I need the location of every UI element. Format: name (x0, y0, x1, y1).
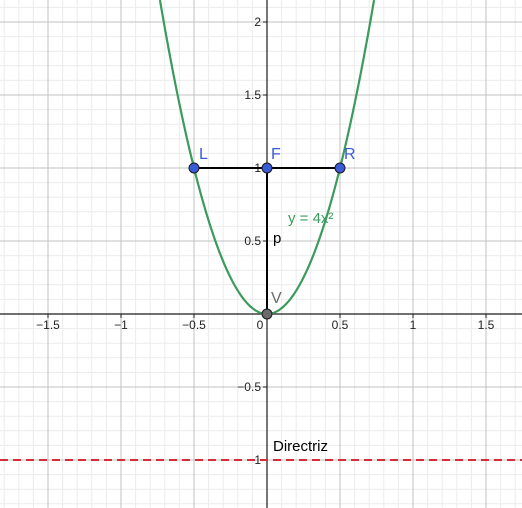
x-tick-label: 0 (257, 318, 264, 332)
x-tick-label: 0.5 (332, 318, 349, 332)
point-r (334, 162, 346, 174)
point-label-v: V (271, 290, 282, 307)
point-f (261, 162, 273, 174)
point-label-l: L (199, 146, 208, 163)
x-tick-label: −0.5 (182, 318, 206, 332)
point-v (261, 308, 273, 320)
y-tick-label: 0.5 (244, 234, 261, 248)
x-tick-label: −1 (114, 318, 128, 332)
y-tick-labels: −1−0.50.511.52 (237, 15, 267, 467)
x-tick-label: 1 (410, 318, 417, 332)
x-tick-label: 1.5 (478, 318, 495, 332)
directrix-label: Directriz (273, 438, 328, 455)
x-tick-labels: −1.5 −1 −0.5 0 0.5 1 1.5 (36, 314, 495, 332)
curve-label: y = 4x² (288, 210, 333, 227)
point-label-f: F (271, 146, 281, 163)
y-tick-label: 2 (254, 15, 261, 29)
geometry (0, 0, 522, 461)
y-tick-label: 1.5 (244, 88, 261, 102)
y-tick-label: −0.5 (237, 380, 261, 394)
point-l (188, 162, 200, 174)
p-label: p (273, 230, 281, 247)
point-label-r: R (344, 146, 356, 163)
points: L F R V (188, 146, 356, 320)
x-tick-label: −1.5 (36, 318, 60, 332)
